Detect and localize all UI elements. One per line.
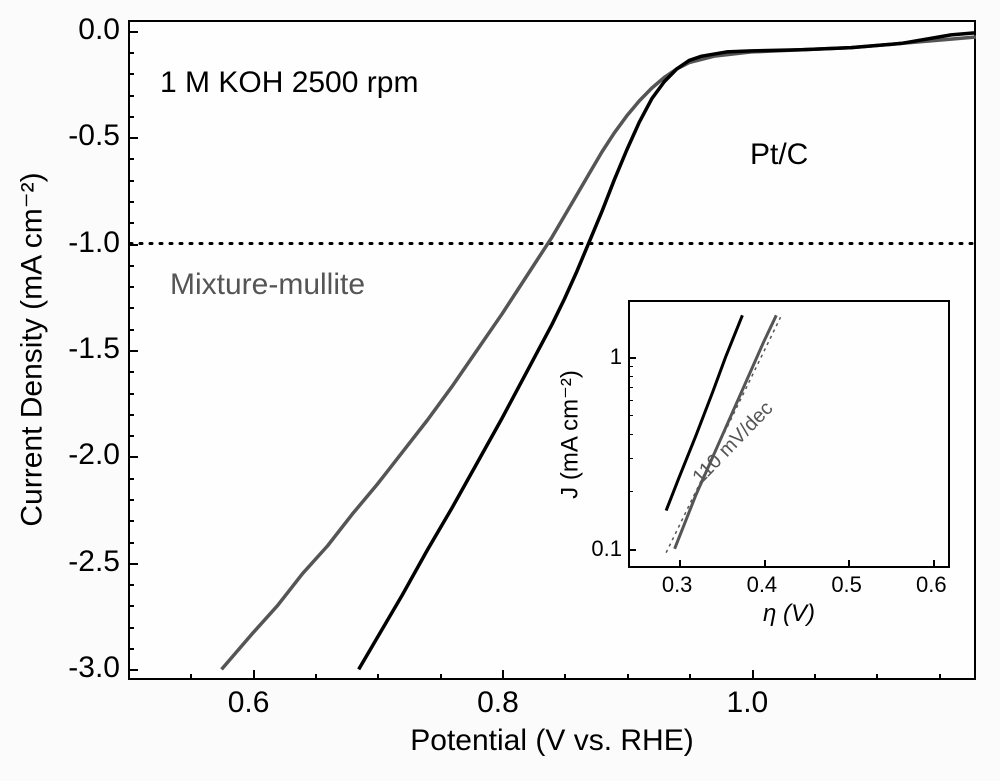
- y-tick: [128, 137, 138, 139]
- x-minor-tick: [128, 674, 130, 680]
- annotation-ptc: Pt/C: [750, 138, 808, 172]
- y-minor-tick: [128, 180, 134, 182]
- x-minor-tick: [190, 674, 192, 680]
- y-minor-tick: [128, 286, 134, 288]
- y-minor-tick: [128, 371, 134, 373]
- inset-x-axis-label: η (V): [628, 600, 950, 628]
- y-minor-tick: [128, 478, 134, 480]
- inset-y-minor-tick: [628, 491, 633, 492]
- x-tick: [752, 670, 754, 680]
- inset-x-tick: [933, 560, 935, 568]
- y-tick: [128, 563, 138, 565]
- y-tick-label: -2.5: [68, 545, 120, 579]
- annotation-condition: 1 M KOH 2500 rpm: [160, 66, 418, 100]
- y-tick: [128, 456, 138, 458]
- inset-x-tick: [679, 560, 681, 568]
- y-minor-tick: [128, 648, 134, 650]
- y-minor-tick: [128, 584, 134, 586]
- inset-y-minor-tick: [628, 415, 633, 416]
- y-minor-tick: [128, 95, 134, 97]
- y-tick: [128, 669, 138, 671]
- x-minor-tick: [440, 674, 442, 680]
- y-tick: [128, 350, 138, 352]
- y-minor-tick: [128, 499, 134, 501]
- y-minor-tick: [128, 520, 134, 522]
- inset-y-tick-label: 1: [610, 344, 622, 370]
- x-tick: [253, 670, 255, 680]
- x-minor-tick: [564, 674, 566, 680]
- x-tick-label: 1.0: [727, 686, 769, 720]
- x-minor-tick: [377, 674, 379, 680]
- x-tick-label: 0.8: [477, 686, 519, 720]
- y-minor-tick: [128, 307, 134, 309]
- y-minor-tick: [128, 627, 134, 629]
- inset-x-tick-label: 0.3: [662, 572, 693, 598]
- inset-y-minor-tick: [628, 458, 633, 459]
- inset-y-minor-tick: [628, 434, 633, 435]
- inset-y-minor-tick: [628, 400, 633, 401]
- y-minor-tick: [128, 265, 134, 267]
- y-tick-label: -1.0: [68, 226, 120, 260]
- x-minor-tick: [876, 674, 878, 680]
- y-minor-tick: [128, 201, 134, 203]
- inset-y-tick-label: 0.1: [591, 536, 622, 562]
- inset-y-tick: [628, 357, 636, 359]
- inset-x-tick-label: 0.6: [916, 572, 947, 598]
- y-tick: [128, 31, 138, 33]
- inset-x-tick-label: 0.4: [747, 572, 778, 598]
- y-minor-tick: [128, 435, 134, 437]
- inset-y-minor-tick: [628, 366, 633, 367]
- annotation-mixture: Mixture-mullite: [170, 268, 365, 302]
- y-minor-tick: [128, 116, 134, 118]
- y-minor-tick: [128, 222, 134, 224]
- y-tick-label: -3.0: [68, 651, 120, 685]
- x-minor-tick: [689, 674, 691, 680]
- y-axis-label: Current Density (mA cm⁻²): [15, 20, 50, 680]
- y-minor-tick: [128, 605, 134, 607]
- inset-y-minor-tick: [628, 387, 633, 388]
- y-tick-label: -2.0: [68, 438, 120, 472]
- y-minor-tick: [128, 329, 134, 331]
- x-tick-label: 0.6: [228, 686, 270, 720]
- y-tick-label: 0.0: [78, 13, 120, 47]
- inset-x-tick-label: 0.5: [831, 572, 862, 598]
- inset-y-tick: [628, 549, 636, 551]
- y-minor-tick: [128, 393, 134, 395]
- y-minor-tick: [128, 158, 134, 160]
- x-minor-tick: [315, 674, 317, 680]
- inset-x-tick: [764, 560, 766, 568]
- y-tick-label: -0.5: [68, 119, 120, 153]
- y-minor-tick: [128, 542, 134, 544]
- y-minor-tick: [128, 73, 134, 75]
- inset-plot-svg: [628, 300, 950, 568]
- inset-y-minor-tick: [628, 376, 633, 377]
- x-minor-tick: [627, 674, 629, 680]
- y-minor-tick: [128, 52, 134, 54]
- inset-x-tick: [848, 560, 850, 568]
- x-tick: [502, 670, 504, 680]
- y-tick: [128, 244, 138, 246]
- y-tick-label: -1.5: [68, 332, 120, 366]
- x-minor-tick: [814, 674, 816, 680]
- x-axis-label: Potential (V vs. RHE): [128, 724, 976, 758]
- x-minor-tick: [939, 674, 941, 680]
- inset-y-axis-label: J (mA cm⁻²): [556, 300, 585, 568]
- y-minor-tick: [128, 414, 134, 416]
